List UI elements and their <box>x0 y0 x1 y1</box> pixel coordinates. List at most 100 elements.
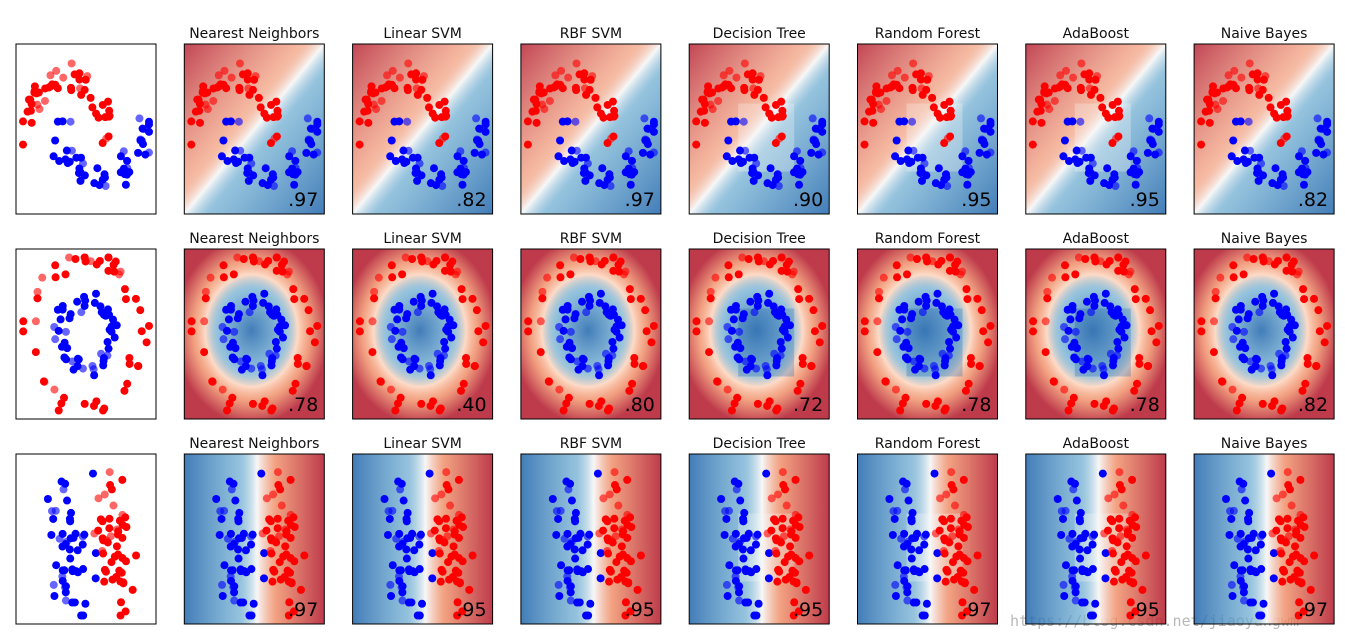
sample-point <box>865 107 874 116</box>
sample-point <box>272 253 281 262</box>
sample-point <box>241 546 250 555</box>
sample-point <box>474 327 483 336</box>
sample-point <box>234 554 243 563</box>
sample-point <box>585 171 594 180</box>
sample-point <box>1272 526 1281 535</box>
sample-point <box>425 469 434 478</box>
sample-point <box>395 542 404 551</box>
sample-point <box>446 501 455 510</box>
sample-point <box>618 530 627 539</box>
sample-point <box>860 317 869 326</box>
sample-point <box>958 598 967 607</box>
sample-point <box>731 117 740 126</box>
sample-point <box>112 321 121 330</box>
sample-point <box>1314 306 1323 315</box>
sample-point <box>265 515 274 524</box>
sample-point <box>912 255 921 264</box>
sample-point <box>961 164 970 173</box>
sample-point <box>936 494 945 503</box>
sample-point <box>585 253 594 262</box>
panel: Linear SVM .82 <box>352 26 494 215</box>
sample-point <box>212 494 221 503</box>
sample-point <box>575 598 584 607</box>
sample-point <box>1230 66 1239 75</box>
sample-point <box>465 585 474 594</box>
sample-point <box>377 377 386 386</box>
sample-point <box>285 152 294 161</box>
sample-point <box>413 308 422 317</box>
sample-point <box>1258 85 1267 94</box>
sample-point <box>625 386 634 395</box>
sample-point <box>248 530 257 539</box>
sample-point <box>1131 295 1140 304</box>
sample-point <box>31 317 40 326</box>
sample-point <box>901 393 910 402</box>
sample-point <box>58 305 67 314</box>
sample-point <box>1130 285 1139 294</box>
sample-point <box>932 298 941 307</box>
sample-point <box>1258 171 1267 180</box>
sample-point <box>808 114 817 123</box>
sample-point <box>76 176 85 185</box>
sample-point <box>1042 88 1051 97</box>
sample-point <box>591 93 600 102</box>
sample-point <box>1077 59 1086 68</box>
sample-point <box>95 256 104 265</box>
sample-point <box>1138 585 1147 594</box>
sample-point <box>700 99 709 108</box>
sample-point <box>1114 106 1123 115</box>
sample-point <box>524 317 533 326</box>
sample-point <box>1149 125 1158 134</box>
sample-point <box>777 344 786 353</box>
sample-point <box>219 335 228 344</box>
sample-point <box>109 501 118 510</box>
sample-point <box>560 534 569 543</box>
sample-point <box>1131 180 1140 189</box>
sample-point <box>1298 386 1307 395</box>
sample-point <box>1283 112 1292 121</box>
sample-point <box>1122 542 1131 551</box>
sample-point <box>410 546 419 555</box>
sample-point <box>1108 361 1117 370</box>
sample-point <box>636 294 645 303</box>
sample-point <box>773 310 782 319</box>
sample-point <box>304 136 313 145</box>
panel-background <box>857 44 998 214</box>
sample-point <box>941 310 950 319</box>
sample-point <box>1225 530 1234 539</box>
sample-point <box>89 365 98 374</box>
sample-point <box>228 566 237 575</box>
sample-point <box>437 490 446 499</box>
score: .97 <box>625 189 655 211</box>
sample-point <box>55 157 64 166</box>
sample-point <box>46 71 55 80</box>
panel-background <box>16 249 156 419</box>
sample-point <box>948 558 957 567</box>
sample-point <box>952 333 961 342</box>
sample-point <box>528 107 537 116</box>
sample-point <box>1076 83 1085 92</box>
sample-point <box>595 298 604 307</box>
sample-point <box>945 337 954 346</box>
sample-point <box>752 364 761 373</box>
sample-point <box>59 73 68 82</box>
sample-point <box>1146 136 1155 145</box>
sample-point <box>479 338 488 347</box>
sample-point <box>1127 568 1136 577</box>
sample-point <box>285 598 294 607</box>
sample-point <box>566 270 575 279</box>
sample-point <box>1243 253 1252 262</box>
sample-point <box>556 335 565 344</box>
panel-frame <box>352 248 494 420</box>
sample-point <box>724 136 733 145</box>
panel-title: Decision Tree <box>713 231 806 247</box>
sample-point <box>1064 157 1073 166</box>
sample-point <box>23 107 32 116</box>
sample-point <box>1236 305 1245 314</box>
sample-point <box>582 308 591 317</box>
sample-point <box>636 551 645 560</box>
sample-point <box>1105 181 1114 190</box>
sample-point <box>406 365 415 374</box>
sample-point <box>874 294 883 303</box>
sample-point <box>313 148 322 157</box>
